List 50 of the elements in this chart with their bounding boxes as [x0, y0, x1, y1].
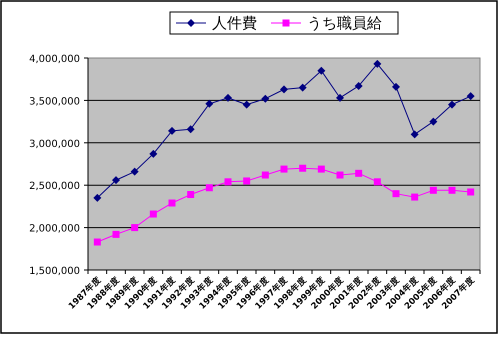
point: [242, 100, 251, 109]
legend-label: うち職員給: [307, 14, 382, 32]
point: [299, 164, 306, 172]
point: [336, 172, 344, 179]
point: [130, 168, 139, 176]
point: [280, 85, 288, 94]
point: [298, 84, 307, 92]
point: [410, 130, 419, 138]
y-tick-label: 2,500,000: [29, 181, 80, 192]
point: [112, 230, 120, 238]
point: [411, 194, 418, 201]
point: [336, 94, 344, 102]
point: [131, 224, 138, 232]
point: [187, 191, 194, 198]
point: [430, 186, 437, 194]
point: [94, 238, 101, 246]
point: [466, 92, 475, 100]
point: [168, 200, 176, 207]
point: [318, 166, 325, 173]
point: [448, 186, 456, 194]
point: [261, 94, 270, 103]
point: [93, 194, 102, 202]
point: [355, 170, 362, 177]
point: [392, 82, 400, 91]
point: [206, 184, 213, 192]
point: [373, 60, 382, 68]
legend-label: 人件費: [212, 14, 257, 32]
y-tick-label: 4,000,000: [29, 54, 80, 65]
point: [448, 100, 456, 109]
point: [186, 125, 195, 134]
point: [392, 190, 400, 198]
point: [224, 178, 232, 186]
point: [112, 176, 120, 184]
point: [243, 177, 250, 184]
point: [150, 210, 157, 218]
y-tick-label: 2,000,000: [29, 224, 80, 235]
point: [317, 66, 326, 75]
point: [149, 150, 158, 158]
point: [280, 166, 288, 173]
y-tick-label: 3,000,000: [29, 138, 80, 150]
y-tick-label: 1,500,000: [29, 266, 80, 277]
point: [205, 100, 214, 108]
point: [168, 126, 176, 135]
point: [354, 82, 363, 90]
y-tick-label: 3,500,000: [29, 96, 80, 108]
point: [467, 188, 474, 196]
point: [224, 94, 232, 102]
point: [262, 172, 269, 179]
point: [429, 118, 438, 126]
point: [374, 178, 381, 186]
